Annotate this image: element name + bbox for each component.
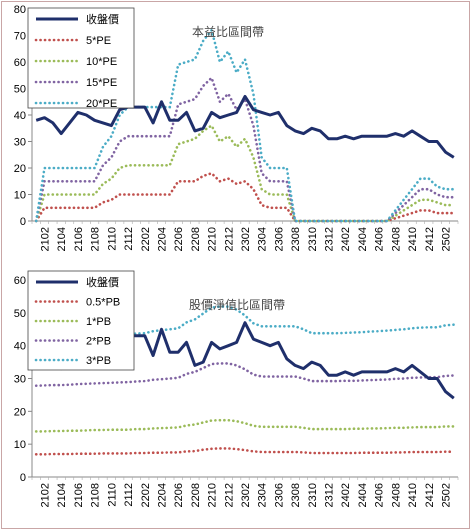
x-tick-label: 2104 bbox=[56, 227, 68, 251]
legend-label: 3*PB bbox=[86, 355, 111, 367]
x-tick-label: 2304 bbox=[257, 483, 269, 507]
x-tick-label: 2206 bbox=[173, 483, 185, 507]
x-tick-label: 2212 bbox=[223, 483, 235, 507]
legend-label: 10*PE bbox=[86, 56, 117, 68]
x-tick-label: 2206 bbox=[173, 227, 185, 251]
legend-label: 20*PE bbox=[86, 98, 117, 110]
x-tick-label: 2412 bbox=[424, 227, 436, 251]
x-tick-label: 2404 bbox=[357, 483, 369, 507]
y-tick-label: 20 bbox=[14, 406, 26, 418]
y-tick-label: 30 bbox=[14, 374, 26, 386]
x-tick-label: 2302 bbox=[240, 483, 252, 507]
x-tick-label: 2410 bbox=[407, 227, 419, 251]
x-tick-label: 2110 bbox=[106, 227, 118, 251]
y-tick-label: 80 bbox=[14, 4, 26, 16]
x-tick-label: 2310 bbox=[307, 483, 319, 507]
series-line bbox=[34, 75, 456, 223]
legend-label: 1*PB bbox=[86, 316, 111, 328]
x-tick-label: 2502 bbox=[440, 227, 452, 251]
x-tick-label: 2308 bbox=[290, 483, 302, 507]
x-tick-label: 2310 bbox=[307, 227, 319, 251]
y-tick-label: 10 bbox=[14, 190, 26, 202]
x-tick-label: 2202 bbox=[140, 227, 152, 251]
x-tick-label: 2408 bbox=[390, 483, 402, 507]
x-tick-label: 2312 bbox=[324, 227, 336, 251]
x-tick-label: 2202 bbox=[140, 483, 152, 507]
x-tick-label: 2106 bbox=[73, 483, 85, 507]
legend-box bbox=[27, 7, 135, 109]
x-tick-label: 2406 bbox=[374, 227, 386, 251]
x-tick-label: 2106 bbox=[73, 227, 85, 251]
x-tick-label: 2410 bbox=[407, 483, 419, 507]
y-tick-label: 40 bbox=[14, 110, 26, 122]
x-tick-label: 2102 bbox=[40, 227, 52, 251]
x-tick-label: 2402 bbox=[340, 483, 352, 507]
x-tick-label: 2308 bbox=[290, 227, 302, 251]
x-tick-label: 2412 bbox=[424, 483, 436, 507]
x-tick-label: 2108 bbox=[90, 227, 102, 251]
x-tick-label: 2112 bbox=[123, 483, 135, 507]
x-tick-label: 2204 bbox=[156, 483, 168, 507]
y-tick-label: 0 bbox=[20, 472, 26, 484]
y-tick-label: 40 bbox=[14, 341, 26, 353]
x-tick-label: 2304 bbox=[257, 227, 269, 251]
x-tick-label: 2402 bbox=[340, 227, 352, 251]
y-tick-label: 60 bbox=[14, 275, 26, 287]
x-tick-label: 2306 bbox=[273, 483, 285, 507]
x-tick-label: 2108 bbox=[90, 483, 102, 507]
legend-label: 收盤價 bbox=[86, 275, 119, 289]
legend-label: 15*PE bbox=[86, 77, 117, 89]
series-line bbox=[34, 362, 456, 387]
legend: 收盤價 0.5*PB 1*PB 2*PB 3*PB bbox=[27, 270, 135, 371]
chart-title: 股價淨值比區間帶 bbox=[189, 297, 285, 312]
pe-band-chart: 0 10 20 30 40 50 60 70 80 2102 2104 2106 2108 2110 211… bbox=[14, 4, 459, 251]
legend-label: 2*PB bbox=[86, 336, 111, 348]
legend-label: 0.5*PB bbox=[86, 297, 120, 309]
y-tick-label: 20 bbox=[14, 163, 26, 175]
series-line bbox=[34, 27, 456, 223]
x-tick-label: 2112 bbox=[123, 227, 135, 251]
x-tick-label: 2104 bbox=[56, 483, 68, 507]
x-tick-label: 2210 bbox=[207, 227, 219, 251]
legend: 收盤價 5*PE 10*PE 15*PE 20*PE bbox=[27, 7, 135, 110]
y-tick-label: 50 bbox=[14, 84, 26, 96]
x-tick-label: 2502 bbox=[440, 483, 452, 507]
x-tick-label: 2208 bbox=[190, 483, 202, 507]
series-line bbox=[34, 171, 456, 223]
y-tick-label: 10 bbox=[14, 439, 26, 451]
x-tick-label: 2212 bbox=[223, 227, 235, 251]
y-tick-label: 0 bbox=[20, 216, 26, 228]
y-tick-label: 50 bbox=[14, 308, 26, 320]
y-tick-label: 30 bbox=[14, 137, 26, 149]
legend-label: 收盤價 bbox=[86, 12, 119, 26]
series-line bbox=[34, 123, 456, 223]
x-tick-label: 2102 bbox=[40, 483, 52, 507]
y-tick-label: 70 bbox=[14, 31, 26, 43]
x-tick-label: 2408 bbox=[390, 227, 402, 251]
x-tick-label: 2404 bbox=[357, 227, 369, 251]
x-tick-label: 2306 bbox=[273, 227, 285, 251]
series-line bbox=[34, 418, 456, 433]
series-line bbox=[35, 94, 455, 159]
x-tick-label: 2312 bbox=[324, 483, 336, 507]
y-tick-label: 60 bbox=[14, 57, 26, 69]
legend-label: 5*PE bbox=[86, 35, 111, 47]
series-line bbox=[34, 447, 456, 456]
pb-band-chart: 0 10 20 30 40 50 60 2102 2104 2106 2108 2110 2112 220… bbox=[14, 270, 459, 507]
chart-title: 本益比區間帶 bbox=[192, 25, 264, 39]
x-tick-label: 2208 bbox=[190, 227, 202, 251]
x-tick-label: 2406 bbox=[374, 483, 386, 507]
x-tick-label: 2210 bbox=[207, 483, 219, 507]
x-tick-label: 2110 bbox=[106, 483, 118, 507]
x-tick-label: 2302 bbox=[240, 227, 252, 251]
x-tick-label: 2204 bbox=[156, 227, 168, 251]
